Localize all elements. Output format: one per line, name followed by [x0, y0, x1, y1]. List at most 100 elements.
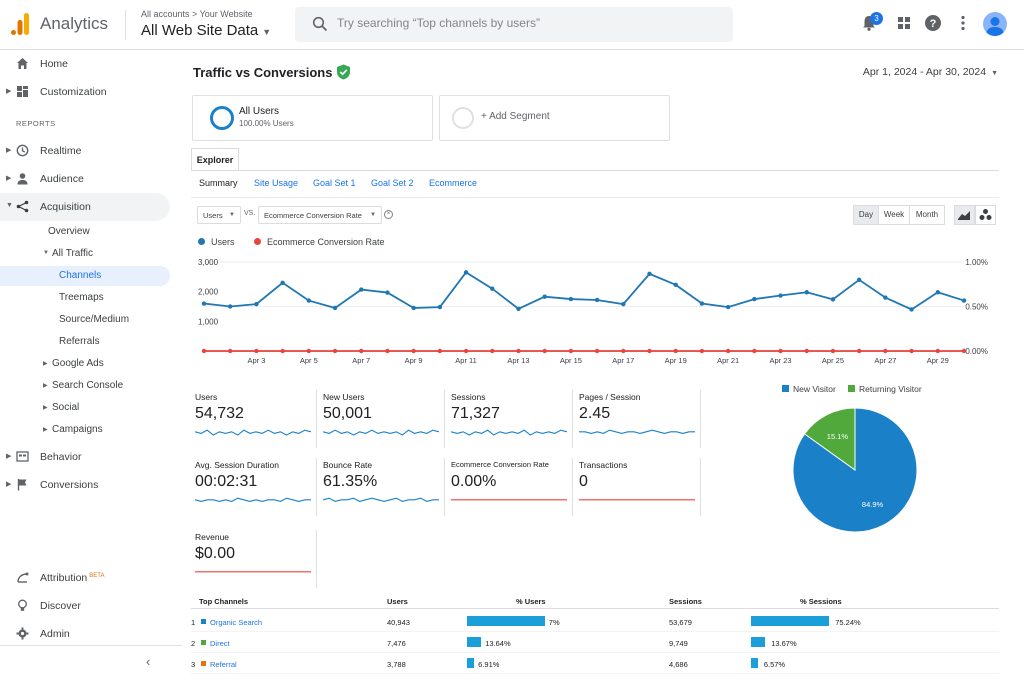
data-point[interactable]	[883, 295, 888, 300]
data-point[interactable]	[647, 348, 652, 354]
data-point[interactable]	[673, 282, 678, 288]
data-point[interactable]	[385, 290, 390, 295]
add-segment-button[interactable]: + Add Segment	[439, 95, 670, 141]
sidebar-item-admin[interactable]: Admin	[0, 620, 170, 648]
sidebar-item-channels[interactable]: Channels	[0, 266, 170, 286]
table-row[interactable]: 1 Organic Search 40,943 7% 53,679 75.24%	[191, 611, 999, 632]
data-point[interactable]	[804, 290, 809, 295]
metric1-select[interactable]: Users ▼	[197, 206, 241, 224]
data-point[interactable]	[752, 348, 757, 354]
sidebar-item-overview[interactable]: Overview	[0, 222, 170, 242]
data-point[interactable]	[778, 348, 783, 354]
account-breadcrumb[interactable]: All accounts > Your Website	[141, 9, 253, 19]
metric-card[interactable]: Users 54,732	[195, 392, 315, 452]
data-point[interactable]	[830, 348, 836, 354]
sidebar-item-campaigns[interactable]: ▶ Campaigns	[0, 420, 170, 440]
sidebar-item-attribution[interactable]: Attribution BETA	[0, 564, 170, 592]
date-range-picker[interactable]: Apr 1, 2024 - Apr 30, 2024 ▼	[863, 66, 998, 78]
metric-card[interactable]: Pages / Session 2.45	[579, 392, 699, 452]
sidebar-item-all-traffic[interactable]: ▼ All Traffic	[0, 244, 170, 264]
segment-all-users[interactable]: All Users 100.00% Users	[192, 95, 433, 141]
data-point[interactable]	[568, 348, 574, 354]
sidebar-item-conversions[interactable]: ▶ Conversions	[0, 471, 170, 499]
sidebar-item-social[interactable]: ▶ Social	[0, 398, 170, 418]
metric-card[interactable]: Bounce Rate 61.35%	[323, 460, 443, 520]
data-point[interactable]	[359, 287, 364, 292]
data-point[interactable]	[699, 348, 705, 354]
metric-card[interactable]: Avg. Session Duration 00:02:31	[195, 460, 315, 520]
subtab-ecommerce[interactable]: Ecommerce	[429, 178, 478, 188]
data-point[interactable]	[856, 348, 862, 354]
channel-link[interactable]: Direct	[210, 639, 230, 648]
sidebar-item-realtime[interactable]: ▶ Realtime	[0, 137, 170, 165]
sidebar-item-search-console[interactable]: ▶ Search Console	[0, 376, 170, 396]
data-point[interactable]	[594, 297, 600, 303]
metric2-select[interactable]: Ecommerce Conversion Rate ▼	[258, 206, 382, 224]
data-point[interactable]	[516, 306, 521, 312]
data-point[interactable]	[228, 304, 233, 309]
data-point[interactable]	[201, 348, 207, 354]
period-day-button[interactable]: Day	[853, 205, 879, 225]
data-point[interactable]	[516, 348, 521, 354]
data-point[interactable]	[778, 293, 783, 298]
data-point[interactable]	[228, 348, 233, 354]
data-point[interactable]	[883, 348, 888, 354]
data-point[interactable]	[909, 348, 914, 354]
metric-card[interactable]: Sessions 71,327	[451, 392, 571, 452]
data-point[interactable]	[935, 348, 940, 354]
data-point[interactable]	[254, 348, 259, 354]
sidebar-item-source-medium[interactable]: Source/Medium	[0, 310, 170, 330]
remove-metric-icon[interactable]: ×	[384, 210, 393, 219]
data-point[interactable]	[385, 348, 390, 354]
data-point[interactable]	[542, 294, 547, 299]
data-point[interactable]	[463, 348, 469, 354]
collapse-sidebar-icon[interactable]: ‹	[146, 654, 151, 669]
sidebar-item-audience[interactable]: ▶ Audience	[0, 165, 170, 193]
data-point[interactable]	[306, 348, 312, 354]
subtab-summary[interactable]: Summary	[199, 178, 238, 188]
sidebar-item-home[interactable]: Home	[0, 50, 170, 78]
data-point[interactable]	[621, 348, 626, 354]
data-point[interactable]	[935, 290, 940, 295]
data-point[interactable]	[804, 348, 809, 354]
sidebar-item-treemaps[interactable]: Treemaps	[0, 288, 170, 308]
apps-grid-icon[interactable]	[895, 14, 913, 32]
data-point[interactable]	[725, 348, 731, 354]
data-point[interactable]	[490, 348, 495, 354]
metric-card[interactable]: Revenue $0.00	[195, 532, 315, 592]
tab-explorer[interactable]: Explorer	[191, 148, 239, 170]
data-point[interactable]	[437, 304, 443, 310]
channel-link[interactable]: Organic Search	[210, 618, 263, 627]
metric-card[interactable]: Transactions 0	[579, 460, 699, 520]
metric-card[interactable]: New Users 50,001	[323, 392, 443, 452]
data-point[interactable]	[568, 296, 574, 302]
data-point[interactable]	[961, 298, 967, 303]
sidebar-item-behavior[interactable]: ▶ Behavior	[0, 443, 170, 471]
data-point[interactable]	[909, 307, 914, 312]
search-bar[interactable]	[295, 7, 733, 42]
line-chart-button[interactable]	[954, 205, 975, 225]
data-point[interactable]	[280, 348, 285, 354]
data-point[interactable]	[621, 301, 626, 307]
channel-link[interactable]: Referral	[210, 660, 237, 669]
pie-slice-returning-visitor[interactable]	[803, 407, 856, 471]
more-vert-icon[interactable]	[954, 14, 972, 32]
view-selector[interactable]: All Web Site Data ▼	[141, 22, 271, 39]
data-point[interactable]	[332, 305, 338, 311]
data-point[interactable]	[961, 348, 967, 354]
data-point[interactable]	[725, 304, 731, 310]
search-input[interactable]	[337, 16, 717, 30]
data-point[interactable]	[332, 348, 338, 354]
data-point[interactable]	[647, 271, 652, 277]
period-month-button[interactable]: Month	[909, 205, 945, 225]
motion-chart-button[interactable]	[975, 205, 996, 225]
sidebar-item-referrals[interactable]: Referrals	[0, 332, 170, 352]
data-point[interactable]	[856, 277, 862, 282]
data-point[interactable]	[359, 348, 364, 354]
analytics-logo-icon[interactable]	[10, 13, 30, 35]
data-point[interactable]	[542, 348, 547, 354]
sidebar-item-acquisition[interactable]: ▼ Acquisition	[0, 193, 170, 221]
help-icon[interactable]: ?	[924, 14, 942, 32]
data-point[interactable]	[699, 301, 705, 306]
subtab-goal-set-1[interactable]: Goal Set 1	[313, 178, 356, 188]
